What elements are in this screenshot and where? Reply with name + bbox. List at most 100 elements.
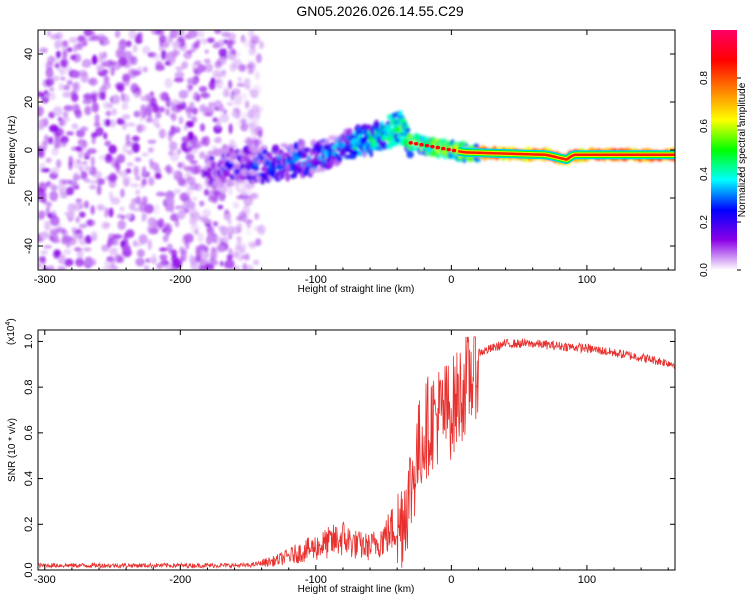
noise-blob — [116, 84, 125, 93]
noise-blob — [106, 241, 112, 248]
noise-blob — [130, 55, 138, 66]
noise-blob — [200, 92, 211, 99]
noise-blob — [232, 144, 238, 149]
noise-blob — [174, 71, 185, 80]
noise-blob — [84, 256, 93, 264]
noise-blob — [52, 106, 63, 117]
noise-blob — [89, 185, 97, 190]
noise-blob — [158, 247, 168, 252]
noise-blob — [259, 40, 264, 50]
noise-blob — [58, 253, 66, 265]
noise-blob — [60, 187, 65, 198]
noise-blob — [168, 141, 178, 151]
noise-blob — [62, 91, 72, 98]
noise-blob — [71, 226, 76, 234]
noise-blob — [105, 110, 112, 117]
noise-blob — [91, 56, 98, 65]
noise-blob — [103, 101, 110, 109]
noise-blob — [45, 78, 55, 87]
noise-blob — [66, 79, 73, 86]
noise-blob — [126, 162, 134, 167]
noise-blob — [236, 235, 242, 242]
noise-blob — [142, 45, 151, 55]
noise-blob — [255, 53, 262, 64]
noise-blob — [218, 103, 224, 113]
noise-blob — [236, 222, 243, 234]
noise-blob — [122, 144, 128, 154]
noise-blob — [41, 197, 48, 204]
noise-blob — [71, 93, 79, 102]
noise-blob — [131, 70, 142, 76]
noise-blob — [139, 111, 144, 123]
signal-blob — [406, 150, 414, 159]
noise-blob — [102, 81, 111, 90]
noise-blob — [111, 174, 118, 181]
noise-blob — [70, 182, 80, 189]
noise-blob — [77, 35, 86, 42]
noise-blob — [250, 133, 258, 138]
noise-blob — [125, 133, 131, 145]
snr-scale-label: (x104) — [5, 318, 17, 345]
noise-blob — [201, 136, 207, 145]
colorbar-tick-label: 0.0 — [699, 263, 710, 277]
noise-blob — [132, 197, 142, 205]
noise-blob — [79, 202, 84, 209]
noise-blob — [73, 44, 78, 53]
noise-blob — [78, 223, 88, 229]
noise-blob — [113, 237, 119, 246]
noise-blob — [58, 138, 66, 143]
noise-blob — [171, 40, 181, 49]
noise-blob — [118, 170, 129, 178]
noise-blob — [158, 218, 165, 229]
signal-blob — [328, 135, 336, 141]
noise-blob — [147, 217, 156, 226]
noise-blob — [92, 170, 103, 179]
noise-blob — [70, 103, 80, 111]
noise-blob — [84, 151, 92, 156]
noise-blob — [155, 64, 165, 72]
peak-blob — [424, 143, 430, 148]
noise-blob — [170, 102, 176, 112]
noise-blob — [178, 116, 184, 125]
noise-blob — [38, 106, 45, 117]
noise-blob — [93, 122, 101, 127]
noise-blob — [98, 92, 106, 100]
noise-blob — [73, 229, 82, 235]
noise-blob — [78, 211, 86, 218]
noise-blob — [104, 140, 112, 147]
x-tick-label: -300 — [34, 574, 56, 586]
noise-blob — [62, 50, 68, 58]
noise-blob — [109, 119, 117, 128]
noise-blob — [202, 112, 213, 117]
noise-blob — [51, 226, 60, 232]
noise-blob — [108, 207, 114, 218]
noise-blob — [149, 97, 157, 107]
noise-blob — [136, 249, 145, 258]
noise-blob — [125, 168, 132, 174]
noise-blob — [185, 153, 195, 161]
y-tick-label: 40 — [23, 48, 35, 60]
noise-blob — [38, 124, 45, 131]
noise-blob — [182, 234, 189, 245]
noise-blob — [186, 81, 193, 93]
noise-blob — [90, 156, 95, 167]
noise-blob — [191, 115, 198, 124]
noise-blob — [38, 142, 42, 148]
noise-blob — [96, 204, 105, 211]
noise-blob — [228, 186, 233, 196]
noise-blob — [101, 244, 110, 252]
noise-blob — [74, 109, 82, 119]
noise-blob — [47, 55, 56, 65]
noise-blob — [66, 131, 74, 136]
noise-blob — [147, 239, 153, 251]
noise-blob — [55, 140, 61, 149]
noise-blob — [42, 117, 49, 127]
noise-blob — [128, 202, 136, 211]
noise-blob — [61, 44, 70, 52]
noise-blob — [154, 173, 162, 180]
noise-blob — [234, 50, 241, 58]
noise-blob — [51, 147, 59, 156]
noise-blob — [165, 228, 171, 237]
x-tick-label: 0 — [448, 274, 454, 286]
noise-blob — [190, 215, 196, 225]
